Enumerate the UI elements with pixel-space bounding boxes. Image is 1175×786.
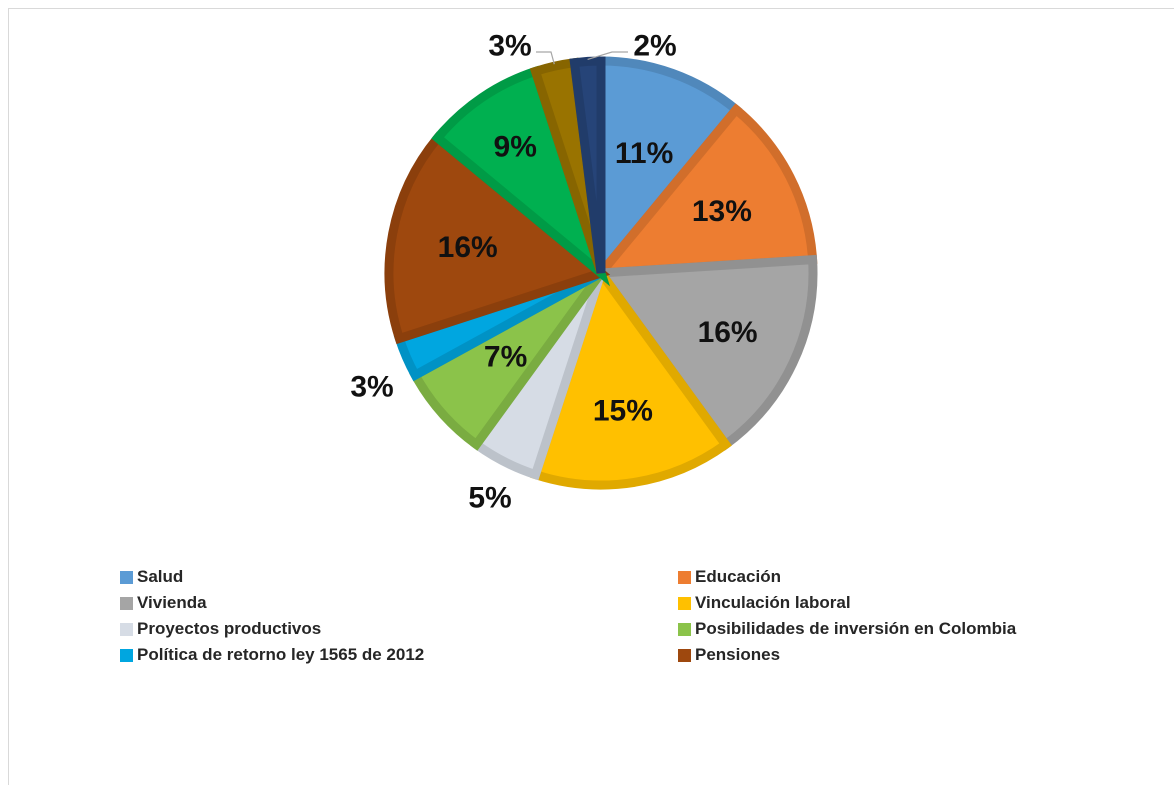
legend-item-vinculacion-laboral: Vinculación laboral xyxy=(678,592,1098,614)
pie-slice-vivienda xyxy=(592,254,818,451)
data-label: 7% xyxy=(484,341,527,374)
pie-slice-slice-10 xyxy=(569,56,606,274)
legend-swatch-proyectos-productivos xyxy=(120,622,133,636)
pie-slice-salud xyxy=(596,56,743,286)
legend-swatch-educacion xyxy=(678,570,691,584)
legend-swatch-posibilidades-inversion xyxy=(678,622,691,636)
data-label: 16% xyxy=(438,231,498,264)
legend-swatch-vivienda xyxy=(120,596,133,610)
data-label: 3% xyxy=(350,371,393,404)
pie-slice-pensiones xyxy=(384,131,611,345)
data-label: 16% xyxy=(698,316,758,349)
legend-item-educacion: Educación xyxy=(678,566,1098,588)
legend-swatch-pensiones xyxy=(678,648,691,662)
legend-label: Pensiones xyxy=(695,645,781,664)
data-label: 3% xyxy=(488,30,531,63)
legend-item-vivienda: Vivienda xyxy=(120,592,678,614)
legend: Salud Educación Vivienda Vinculación lab… xyxy=(120,566,1120,666)
data-label: 2% xyxy=(633,30,676,63)
pie-slice-vinculacion-laboral xyxy=(529,263,732,490)
data-label: 13% xyxy=(692,195,752,228)
chart-frame xyxy=(8,8,1174,785)
leader-line xyxy=(587,51,628,60)
legend-label: Educación xyxy=(695,567,781,586)
legend-label: Salud xyxy=(137,567,184,586)
pie-chart: 11% 13% 16% 15% 5% 7% 3% 16% 9% 3% 2% xyxy=(350,30,818,515)
legend-label: Política de retorno ley 1565 de 2012 xyxy=(137,645,425,664)
legend-item-posibilidades-inversion: Posibilidades de inversión en Colombia xyxy=(678,618,1098,640)
data-label: 11% xyxy=(615,137,673,170)
legend-swatch-vinculacion-laboral xyxy=(678,596,691,610)
legend-swatch-politica-retorno xyxy=(120,648,133,662)
legend-item-pensiones: Pensiones xyxy=(678,644,1098,666)
data-label: 9% xyxy=(494,130,537,163)
legend-label: Posibilidades de inversión en Colombia xyxy=(695,619,1017,638)
legend-item-salud: Salud xyxy=(120,566,678,588)
legend-item-politica-retorno: Política de retorno ley 1565 de 2012 xyxy=(120,644,678,666)
legend-swatch-salud xyxy=(120,570,133,584)
pie-slice-educacion xyxy=(590,103,818,279)
legend-label: Vivienda xyxy=(137,593,207,612)
legend-label: Proyectos productivos xyxy=(137,619,322,638)
data-label: 15% xyxy=(593,395,653,428)
legend-label: Vinculación laboral xyxy=(695,593,851,612)
leader-line xyxy=(536,51,555,65)
legend-item-proyectos-productivos: Proyectos productivos xyxy=(120,618,678,640)
data-label: 5% xyxy=(468,482,511,515)
